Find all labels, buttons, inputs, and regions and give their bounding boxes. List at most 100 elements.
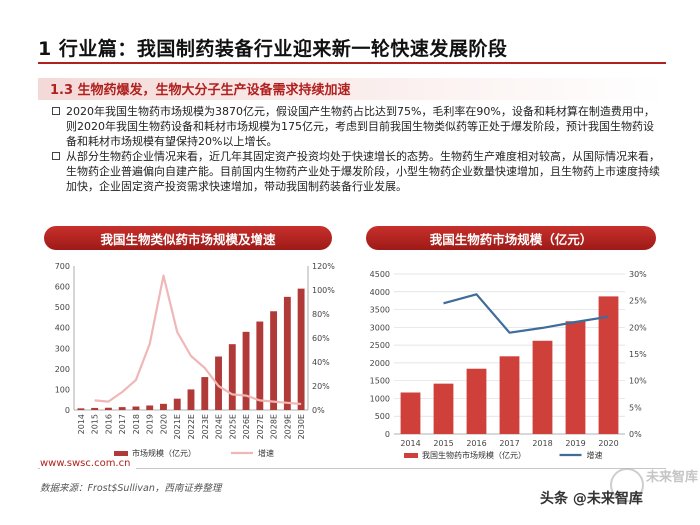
c2-category-label: 2020 <box>598 439 618 448</box>
bullet-item: 2020年我国生物药市场规模为3870亿元，假设国产生物药占比达到75%，毛利率… <box>52 104 664 149</box>
title-divider <box>38 62 666 64</box>
c2-growth-line <box>443 293 609 334</box>
c1-left-tick: 100 <box>55 385 70 394</box>
section-subtitle: 1.3 生物药爆发，生物大分子生产设备需求持续加速 <box>50 83 351 98</box>
c1-bar <box>146 405 154 410</box>
footer-url: www.swsc.com.cn <box>40 458 137 469</box>
c1-bar <box>283 296 291 410</box>
c1-legend-line-label: 增速 <box>258 448 274 458</box>
watermark-logo-icon <box>610 468 644 502</box>
c2-category-label: 2018 <box>532 439 552 448</box>
c2-bar <box>598 296 619 434</box>
c2-category-label: 2014 <box>400 439 420 448</box>
c1-category-label: 2030E <box>297 414 306 439</box>
c1-left-tick: 300 <box>55 344 70 353</box>
c1-right-tick: 0% <box>312 406 325 415</box>
c2-right-tick: 10% <box>629 377 647 386</box>
c2-bar <box>433 383 454 434</box>
c1-category-label: 2018 <box>132 414 141 434</box>
c1-left-tick: 0 <box>65 406 70 415</box>
c2-category-label: 2017 <box>499 439 519 448</box>
c2-legend-line-label: 增速 <box>587 450 603 460</box>
c1-left-tick: 400 <box>55 324 70 333</box>
c2-left-tick: 1500 <box>370 377 390 386</box>
c2-left-tick: 3000 <box>370 323 390 332</box>
c2-bar <box>532 340 553 434</box>
bullet-text: 从部分生物药企业情况来看，近几年其固定资产投资均处于快速增长的态势。生物药生产难… <box>66 150 660 193</box>
c1-bar <box>77 408 85 410</box>
c2-left-tick: 0 <box>385 430 390 439</box>
c2-bar <box>400 392 421 434</box>
c2-left-tick: 3500 <box>370 306 390 315</box>
c2-bar <box>499 356 520 434</box>
c2-bar <box>565 321 586 434</box>
c1-right-tick: 100% <box>312 286 335 295</box>
c1-category-label: 2021E <box>173 414 182 439</box>
c1-bar <box>215 356 222 410</box>
c2-left-tick: 4500 <box>370 270 390 279</box>
c1-category-label: 2028E <box>270 414 279 439</box>
c1-bar <box>242 331 250 410</box>
c2-category-label: 2016 <box>466 439 486 448</box>
c1-bar <box>132 406 140 410</box>
c1-bar <box>173 398 181 410</box>
c1-right-tick: 20% <box>312 382 330 391</box>
c2-legend-bar-label: 我国生物药市场规模（亿元） <box>422 450 526 460</box>
c1-right-tick: 40% <box>312 358 330 367</box>
watermark-faint: 未来智库 <box>646 470 699 485</box>
c2-left-tick: 4000 <box>370 288 390 297</box>
c2-right-tick: 25% <box>629 297 647 306</box>
bullet-text: 2020年我国生物药市场规模为3870亿元，假设国产生物药占比达到75%，毛利率… <box>66 105 655 148</box>
c1-bar <box>91 407 99 410</box>
c2-right-tick: 0% <box>629 430 642 439</box>
c1-category-label: 2025E <box>228 414 237 439</box>
c1-category-label: 2015 <box>91 414 100 434</box>
bullet-list: 2020年我国生物药市场规模为3870亿元，假设国产生物药占比达到75%，毛利率… <box>52 104 664 194</box>
c1-category-label: 2024E <box>215 414 224 439</box>
c1-bar <box>297 288 305 410</box>
c1-left-tick: 700 <box>55 262 70 271</box>
page-title: 1 行业篇：我国制药装备行业迎来新一轮快速发展阶段 <box>38 38 508 60</box>
c1-growth-line <box>94 274 302 406</box>
c2-category-label: 2019 <box>565 439 585 448</box>
c2-left-tick: 1000 <box>370 394 390 403</box>
c1-category-label: 2014 <box>77 414 86 434</box>
c1-category-label: 2016 <box>104 414 113 434</box>
bullet-item: 从部分生物药企业情况来看，近几年其固定资产投资均处于快速增长的态势。生物药生产难… <box>52 149 664 194</box>
c1-left-tick: 500 <box>55 303 70 312</box>
c2-left-tick: 2500 <box>370 341 390 350</box>
c2-right-tick: 15% <box>629 350 647 359</box>
footer-divider <box>38 468 666 469</box>
c1-bar <box>228 344 236 410</box>
c1-bar <box>187 389 195 410</box>
c1-right-tick: 60% <box>312 334 330 343</box>
c1-bar <box>160 403 167 410</box>
chart1-title-banner: 我国生物类似药市场规模及增速 <box>44 226 332 250</box>
c1-category-label: 2027E <box>256 414 265 439</box>
c1-category-label: 2017 <box>118 414 127 434</box>
c1-legend-bar-label: 市场规模（亿元） <box>132 448 196 458</box>
c2-bar <box>466 368 487 434</box>
c2-category-label: 2015 <box>433 439 453 448</box>
c1-bar <box>104 407 112 410</box>
c1-legend-bar-swatch <box>114 451 128 456</box>
c1-bar <box>256 321 264 410</box>
c1-right-tick: 80% <box>312 310 330 319</box>
c1-bar <box>270 311 278 410</box>
c1-bar <box>201 377 209 410</box>
c1-category-label: 2029E <box>283 414 292 439</box>
chart2-title-banner: 我国生物药市场规模（亿元） <box>366 226 656 250</box>
footer-source: 数据来源：Frost$Sullivan，西南证券整理 <box>40 483 222 494</box>
c2-left-tick: 2000 <box>370 359 390 368</box>
c1-category-label: 2020 <box>159 414 168 434</box>
c2-right-tick: 5% <box>629 403 642 412</box>
c1-left-tick: 600 <box>55 283 70 292</box>
bullet-box-icon <box>52 152 60 160</box>
c1-left-tick: 200 <box>55 365 70 374</box>
c2-right-tick: 30% <box>629 270 647 279</box>
c1-right-tick: 120% <box>312 262 335 271</box>
c2-right-tick: 20% <box>629 323 647 332</box>
watermark: 头条 @未来智库 <box>540 491 643 507</box>
c1-category-label: 2022E <box>187 414 196 439</box>
